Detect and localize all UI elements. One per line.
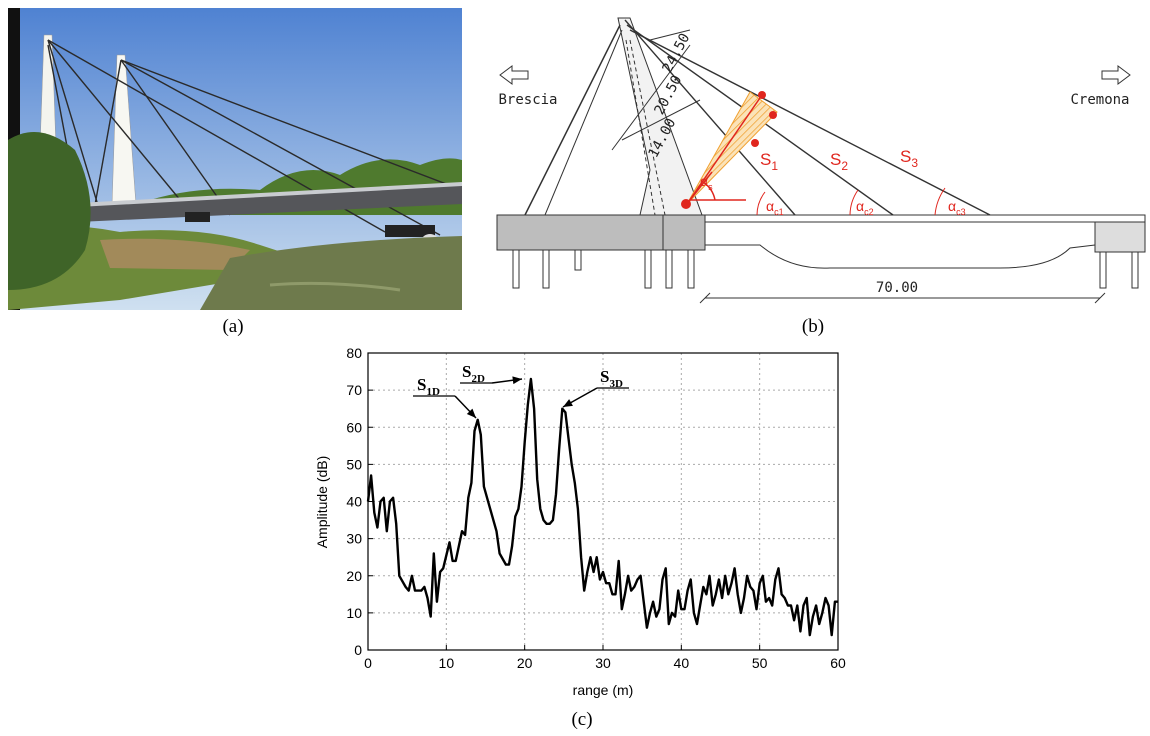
stay-label: S3	[900, 147, 918, 170]
angle-label: αc1	[766, 198, 784, 217]
x-tick-label: 40	[674, 655, 690, 671]
x-tick-label: 10	[439, 655, 455, 671]
annotation: S2D	[462, 362, 485, 385]
bridge-drawing	[497, 18, 1145, 303]
annotation: S1D	[417, 375, 440, 398]
data-line	[368, 379, 838, 635]
x-tick-label: 20	[517, 655, 533, 671]
caption: (b)	[802, 316, 824, 337]
arrow-head	[512, 376, 522, 384]
y-tick-label: 70	[346, 382, 362, 398]
direction-label: Cremona	[1070, 92, 1129, 108]
caption: (a)	[222, 316, 243, 337]
y-tick-label: 10	[346, 605, 362, 621]
dimension-label: 70.00	[876, 280, 918, 296]
y-tick-label: 50	[346, 456, 362, 472]
annotation-base: S	[462, 362, 471, 381]
x-axis-label: range (m)	[573, 682, 634, 698]
y-tick-label: 40	[346, 494, 362, 510]
photo	[8, 8, 462, 310]
chart: 0 10 20 30 40 50 60 70 80 0 10 20 30 40 50 60 S1D S2D S3D	[346, 345, 846, 671]
y-tick-label: 60	[346, 419, 362, 435]
x-tick-label: 0	[364, 655, 372, 671]
y-tick-label: 30	[346, 531, 362, 547]
y-tick-label: 80	[346, 345, 362, 361]
annotation: S3D	[600, 367, 623, 390]
y-tick-label: 0	[354, 642, 362, 658]
y-axis-label: Amplitude (dB)	[314, 456, 330, 549]
stay-label: S2	[830, 150, 848, 173]
direction-label: Brescia	[498, 92, 557, 108]
x-tick-label: 60	[830, 655, 846, 671]
annotation-base: S	[600, 367, 609, 386]
y-tick-label: 20	[346, 568, 362, 584]
caption: (c)	[571, 709, 592, 730]
x-tick-label: 30	[595, 655, 611, 671]
angle-label: αc2	[856, 198, 874, 217]
annotation-base: S	[417, 375, 426, 394]
figure: (a) Brescia Cremona 24.50 20.50 14.00 70…	[0, 0, 1150, 736]
x-tick-label: 50	[752, 655, 768, 671]
stay-label: S1	[760, 150, 778, 173]
